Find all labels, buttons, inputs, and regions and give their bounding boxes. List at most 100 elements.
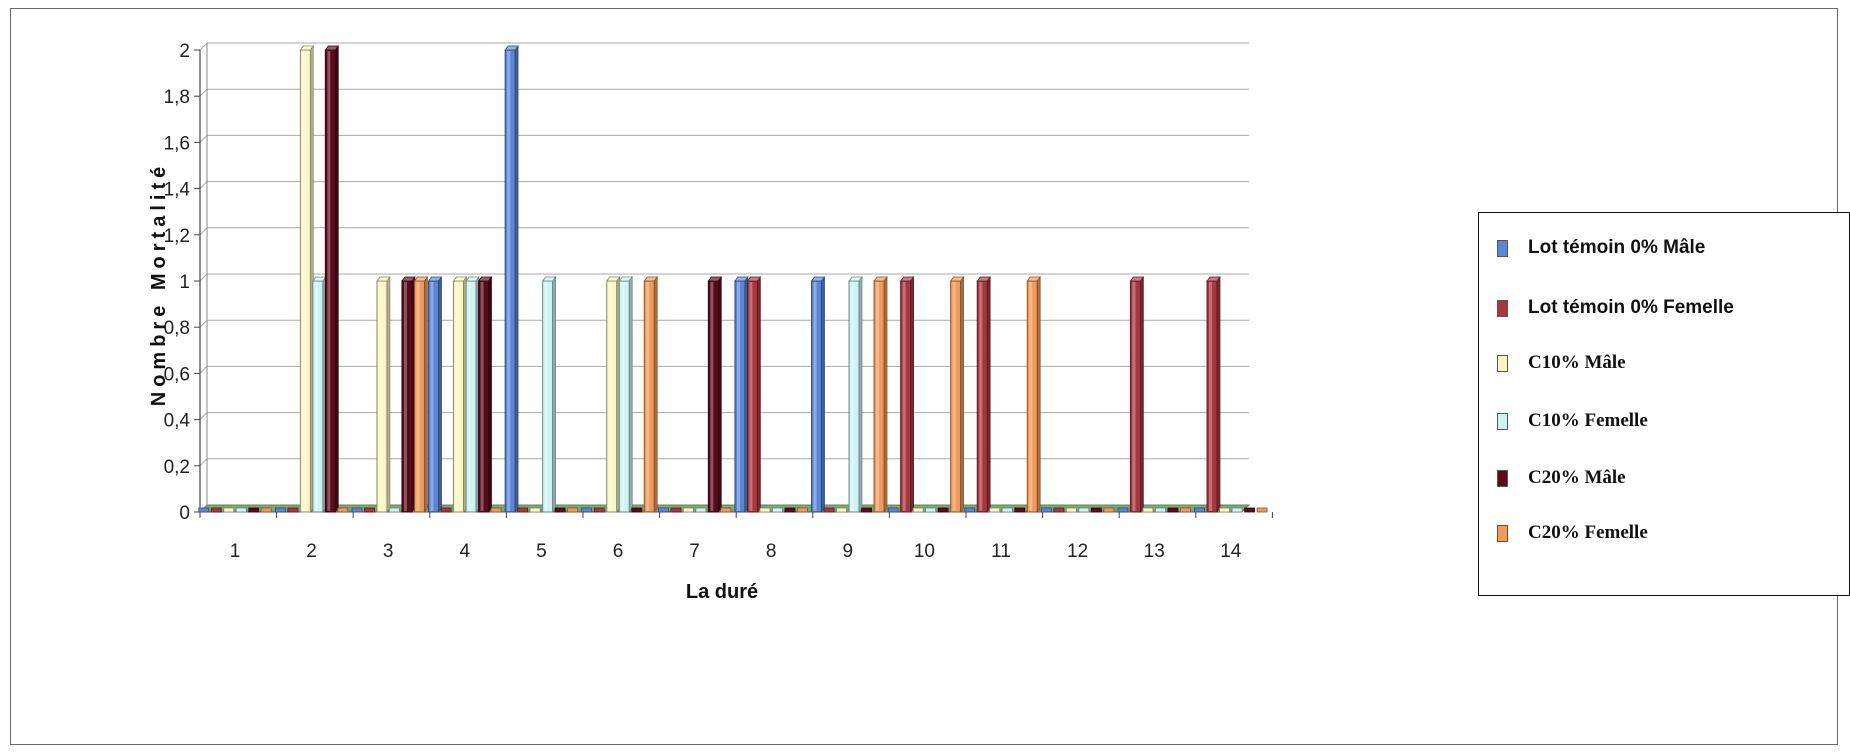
- y-tick-label: 2: [179, 41, 190, 62]
- bar-zero: [389, 507, 400, 513]
- bar-zero: [248, 507, 260, 513]
- bar-zero: [274, 507, 286, 513]
- bar-zero: [695, 507, 707, 513]
- y-tick-label: 1,6: [164, 133, 190, 154]
- x-tick-label: 14: [1220, 541, 1242, 562]
- x-tick-label: 12: [1067, 541, 1088, 562]
- bar-zero: [1053, 507, 1065, 513]
- y-axis-title: Nombre Mortalité: [148, 162, 170, 406]
- bar-zero: [440, 507, 452, 513]
- bar: [949, 276, 965, 513]
- bar-zero: [1167, 507, 1179, 513]
- bar-zero: [670, 507, 682, 513]
- bar: [413, 276, 429, 513]
- bar-zero: [554, 507, 566, 513]
- gridline-side: [199, 273, 208, 282]
- bar-zero: [1117, 507, 1129, 513]
- bar-zero: [1231, 507, 1243, 513]
- legend: Lot témoin 0% Mâle Lot témoin 0% Femelle C…: [1478, 212, 1850, 596]
- x-tick-label: 9: [843, 541, 854, 562]
- legend-swatch: [1497, 469, 1508, 487]
- bar-zero: [210, 507, 222, 513]
- bar: [618, 276, 634, 513]
- legend-swatch: [1497, 299, 1508, 317]
- bar-zero: [823, 507, 835, 513]
- bar-zero: [772, 507, 783, 513]
- y-tick-label: 1,2: [164, 226, 190, 247]
- x-tick-label: 8: [766, 541, 777, 562]
- bar: [746, 276, 762, 513]
- y-tick-label: 0: [179, 503, 190, 524]
- x-tick-label: 7: [689, 541, 700, 562]
- legend-label: C10% Femelle: [1528, 410, 1648, 431]
- bar: [541, 276, 557, 513]
- x-tick-label: 3: [383, 541, 394, 562]
- bar-zero: [490, 507, 502, 513]
- bar: [976, 276, 992, 513]
- legend-item: Lot témoin 0% Mâle: [1479, 233, 1705, 263]
- bar-zero: [593, 507, 605, 513]
- legend-swatch: [1497, 412, 1508, 430]
- x-tick-label: 11: [991, 541, 1011, 562]
- bar-zero: [720, 507, 732, 513]
- bar-zero: [912, 507, 924, 513]
- bar: [477, 276, 493, 513]
- y-tick-label: 0,6: [164, 364, 190, 385]
- y-tick-label: 0,4: [164, 411, 191, 432]
- gridline-side: [199, 366, 208, 374]
- x-tick-label: 2: [306, 541, 317, 562]
- x-tick-label: 13: [1144, 541, 1165, 562]
- gridline-side: [199, 227, 208, 236]
- bar-zero: [1065, 507, 1077, 513]
- legend-swatch: [1497, 524, 1508, 542]
- gridline-side: [199, 319, 208, 328]
- bar-zero: [235, 507, 247, 513]
- gridline-side: [199, 42, 208, 51]
- bar: [427, 276, 443, 513]
- bar-zero: [337, 507, 349, 513]
- bar-zero: [1103, 507, 1115, 513]
- bar-zero: [1194, 507, 1205, 513]
- bar-zero: [887, 507, 899, 513]
- bar-zero: [567, 507, 579, 513]
- legend-label: Lot témoin 0% Femelle: [1528, 297, 1734, 318]
- bar-zero: [937, 507, 949, 513]
- bar: [504, 45, 519, 513]
- legend-item: Lot témoin 0% Femelle: [1479, 293, 1734, 323]
- y-tick-label: 0,2: [164, 457, 190, 478]
- bar-zero: [1219, 507, 1230, 513]
- bar-zero: [925, 507, 937, 513]
- y-tick-label: 0,8: [164, 318, 190, 339]
- bar-zero: [1244, 507, 1255, 513]
- bar: [1026, 276, 1042, 513]
- legend-label: Lot témoin 0% Mâle: [1528, 237, 1706, 258]
- x-axis-title: La duré: [686, 581, 758, 603]
- bar: [873, 276, 888, 513]
- bar-zero: [657, 507, 669, 513]
- gridline-side: [199, 135, 208, 143]
- x-tick-label: 6: [613, 541, 624, 562]
- bar-zero: [1078, 507, 1090, 513]
- bar-zero: [631, 507, 643, 513]
- bar-zero: [287, 507, 299, 513]
- bar-zero: [1142, 507, 1154, 513]
- bar-zero: [351, 507, 363, 513]
- bar: [899, 276, 915, 513]
- bar-zero: [797, 507, 808, 513]
- bar-zero: [784, 507, 796, 513]
- bar-zero: [836, 507, 847, 513]
- bar-zero: [1014, 507, 1026, 513]
- bar-zero: [989, 507, 1001, 513]
- x-tick-label: 4: [460, 541, 471, 562]
- bar-zero: [964, 507, 976, 513]
- y-tick-label: 1,8: [164, 87, 190, 108]
- legend-item: C10% Mâle: [1479, 348, 1626, 378]
- bar: [734, 276, 749, 513]
- x-tick-label: 1: [230, 541, 241, 562]
- legend-item: C20% Mâle: [1479, 463, 1626, 493]
- legend-item: C20% Femelle: [1479, 518, 1648, 548]
- bar-zero: [759, 507, 771, 513]
- bar-zero: [1155, 507, 1166, 513]
- legend-item: C10% Femelle: [1479, 406, 1648, 436]
